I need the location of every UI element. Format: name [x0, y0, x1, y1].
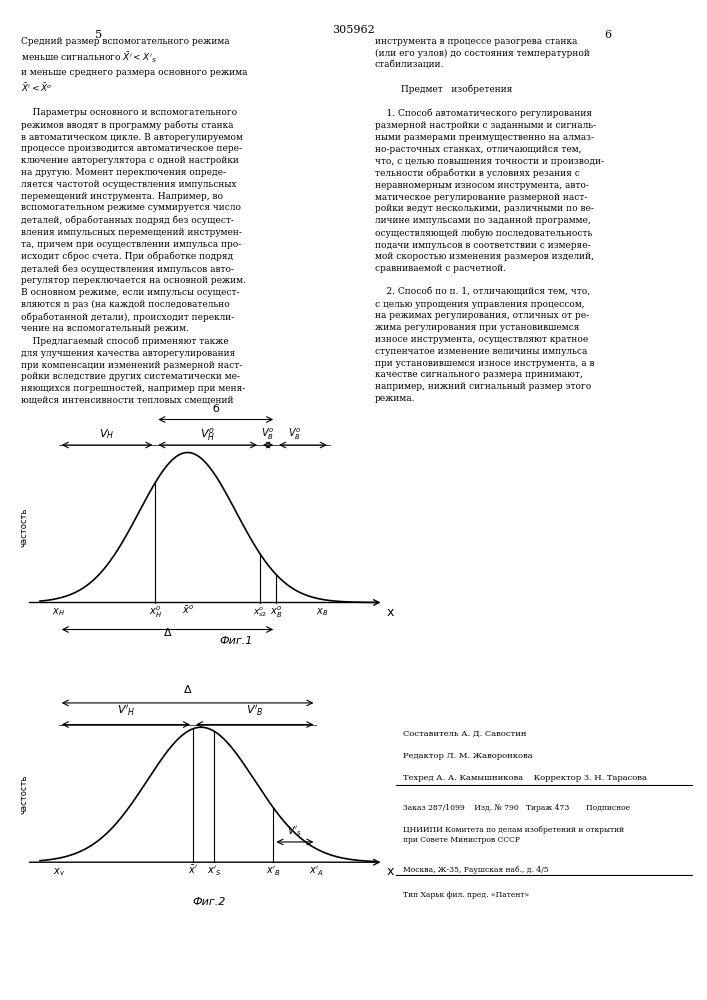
Text: $x_H$: $x_H$	[52, 606, 65, 618]
Text: б: б	[212, 404, 219, 414]
Text: $x_B^o$: $x_B^o$	[270, 604, 282, 619]
Text: инструмента в процессе разогрева станка
(или его узлов) до состояния температурн: инструмента в процессе разогрева станка …	[375, 37, 604, 403]
Text: x: x	[386, 865, 394, 878]
Text: Фиг.1: Фиг.1	[219, 637, 252, 647]
Text: $\bar{x}^{\prime}$: $\bar{x}^{\prime}$	[188, 864, 198, 876]
Text: Составитель А. Д. Савостин: Составитель А. Д. Савостин	[403, 730, 527, 738]
Text: $V_B^o$: $V_B^o$	[288, 427, 302, 442]
Text: $V_H$: $V_H$	[100, 428, 115, 441]
Text: Москва, Ж-35, Раушская наб., д. 4/5: Москва, Ж-35, Раушская наб., д. 4/5	[403, 866, 549, 874]
Text: $\Delta$: $\Delta$	[163, 626, 173, 638]
Text: $x'_A$: $x'_A$	[309, 865, 324, 878]
Text: частость: частость	[19, 508, 28, 547]
Text: $x_B$: $x_B$	[315, 606, 328, 618]
Text: $x_{s2}^o$: $x_{s2}^o$	[253, 605, 267, 619]
Text: Тип Харьк фил. пред. «Патент»: Тип Харьк фил. пред. «Патент»	[403, 891, 530, 899]
Text: $\Delta$: $\Delta$	[183, 683, 192, 695]
Text: $V_H^o$: $V_H^o$	[200, 426, 216, 443]
Text: Заказ 287/1099    Изд. № 790   Тираж 473       Подписное: Заказ 287/1099 Изд. № 790 Тираж 473 Подп…	[403, 804, 630, 812]
Text: $\bar{x}^o$: $\bar{x}^o$	[182, 604, 194, 616]
Text: ЦНИИПИ Комитета по делам изобретений и открытий
при Совете Министров СССР: ЦНИИПИ Комитета по делам изобретений и о…	[403, 826, 624, 844]
Text: $V'_B$: $V'_B$	[246, 703, 264, 718]
Text: Средний размер вспомогательного режима
меньше сигнального $\bar{X}' < X'_S$
и ме: Средний размер вспомогательного режима м…	[21, 37, 247, 405]
Text: x: x	[386, 605, 394, 618]
Text: $V'_H$: $V'_H$	[117, 703, 135, 718]
Text: $V_B^o$: $V_B^o$	[262, 427, 275, 442]
Text: $x_H^o$: $x_H^o$	[149, 604, 162, 619]
Text: 6: 6	[604, 30, 612, 40]
Text: 5: 5	[95, 30, 103, 40]
Text: 305962: 305962	[332, 25, 375, 35]
Text: частость: частость	[19, 775, 28, 814]
Text: Техред А. А. Камышникова    Корректор З. Н. Тарасова: Техред А. А. Камышникова Корректор З. Н.…	[403, 774, 647, 782]
Text: $x_v$: $x_v$	[53, 866, 65, 878]
Text: $x'_B$: $x'_B$	[266, 865, 281, 878]
Text: Фиг.2: Фиг.2	[192, 897, 226, 907]
Text: $x'_S$: $x'_S$	[207, 865, 222, 878]
Text: $V'_s$: $V'_s$	[287, 824, 303, 838]
Text: Редактор Л. М. Жаворонкова: Редактор Л. М. Жаворонкова	[403, 752, 532, 760]
